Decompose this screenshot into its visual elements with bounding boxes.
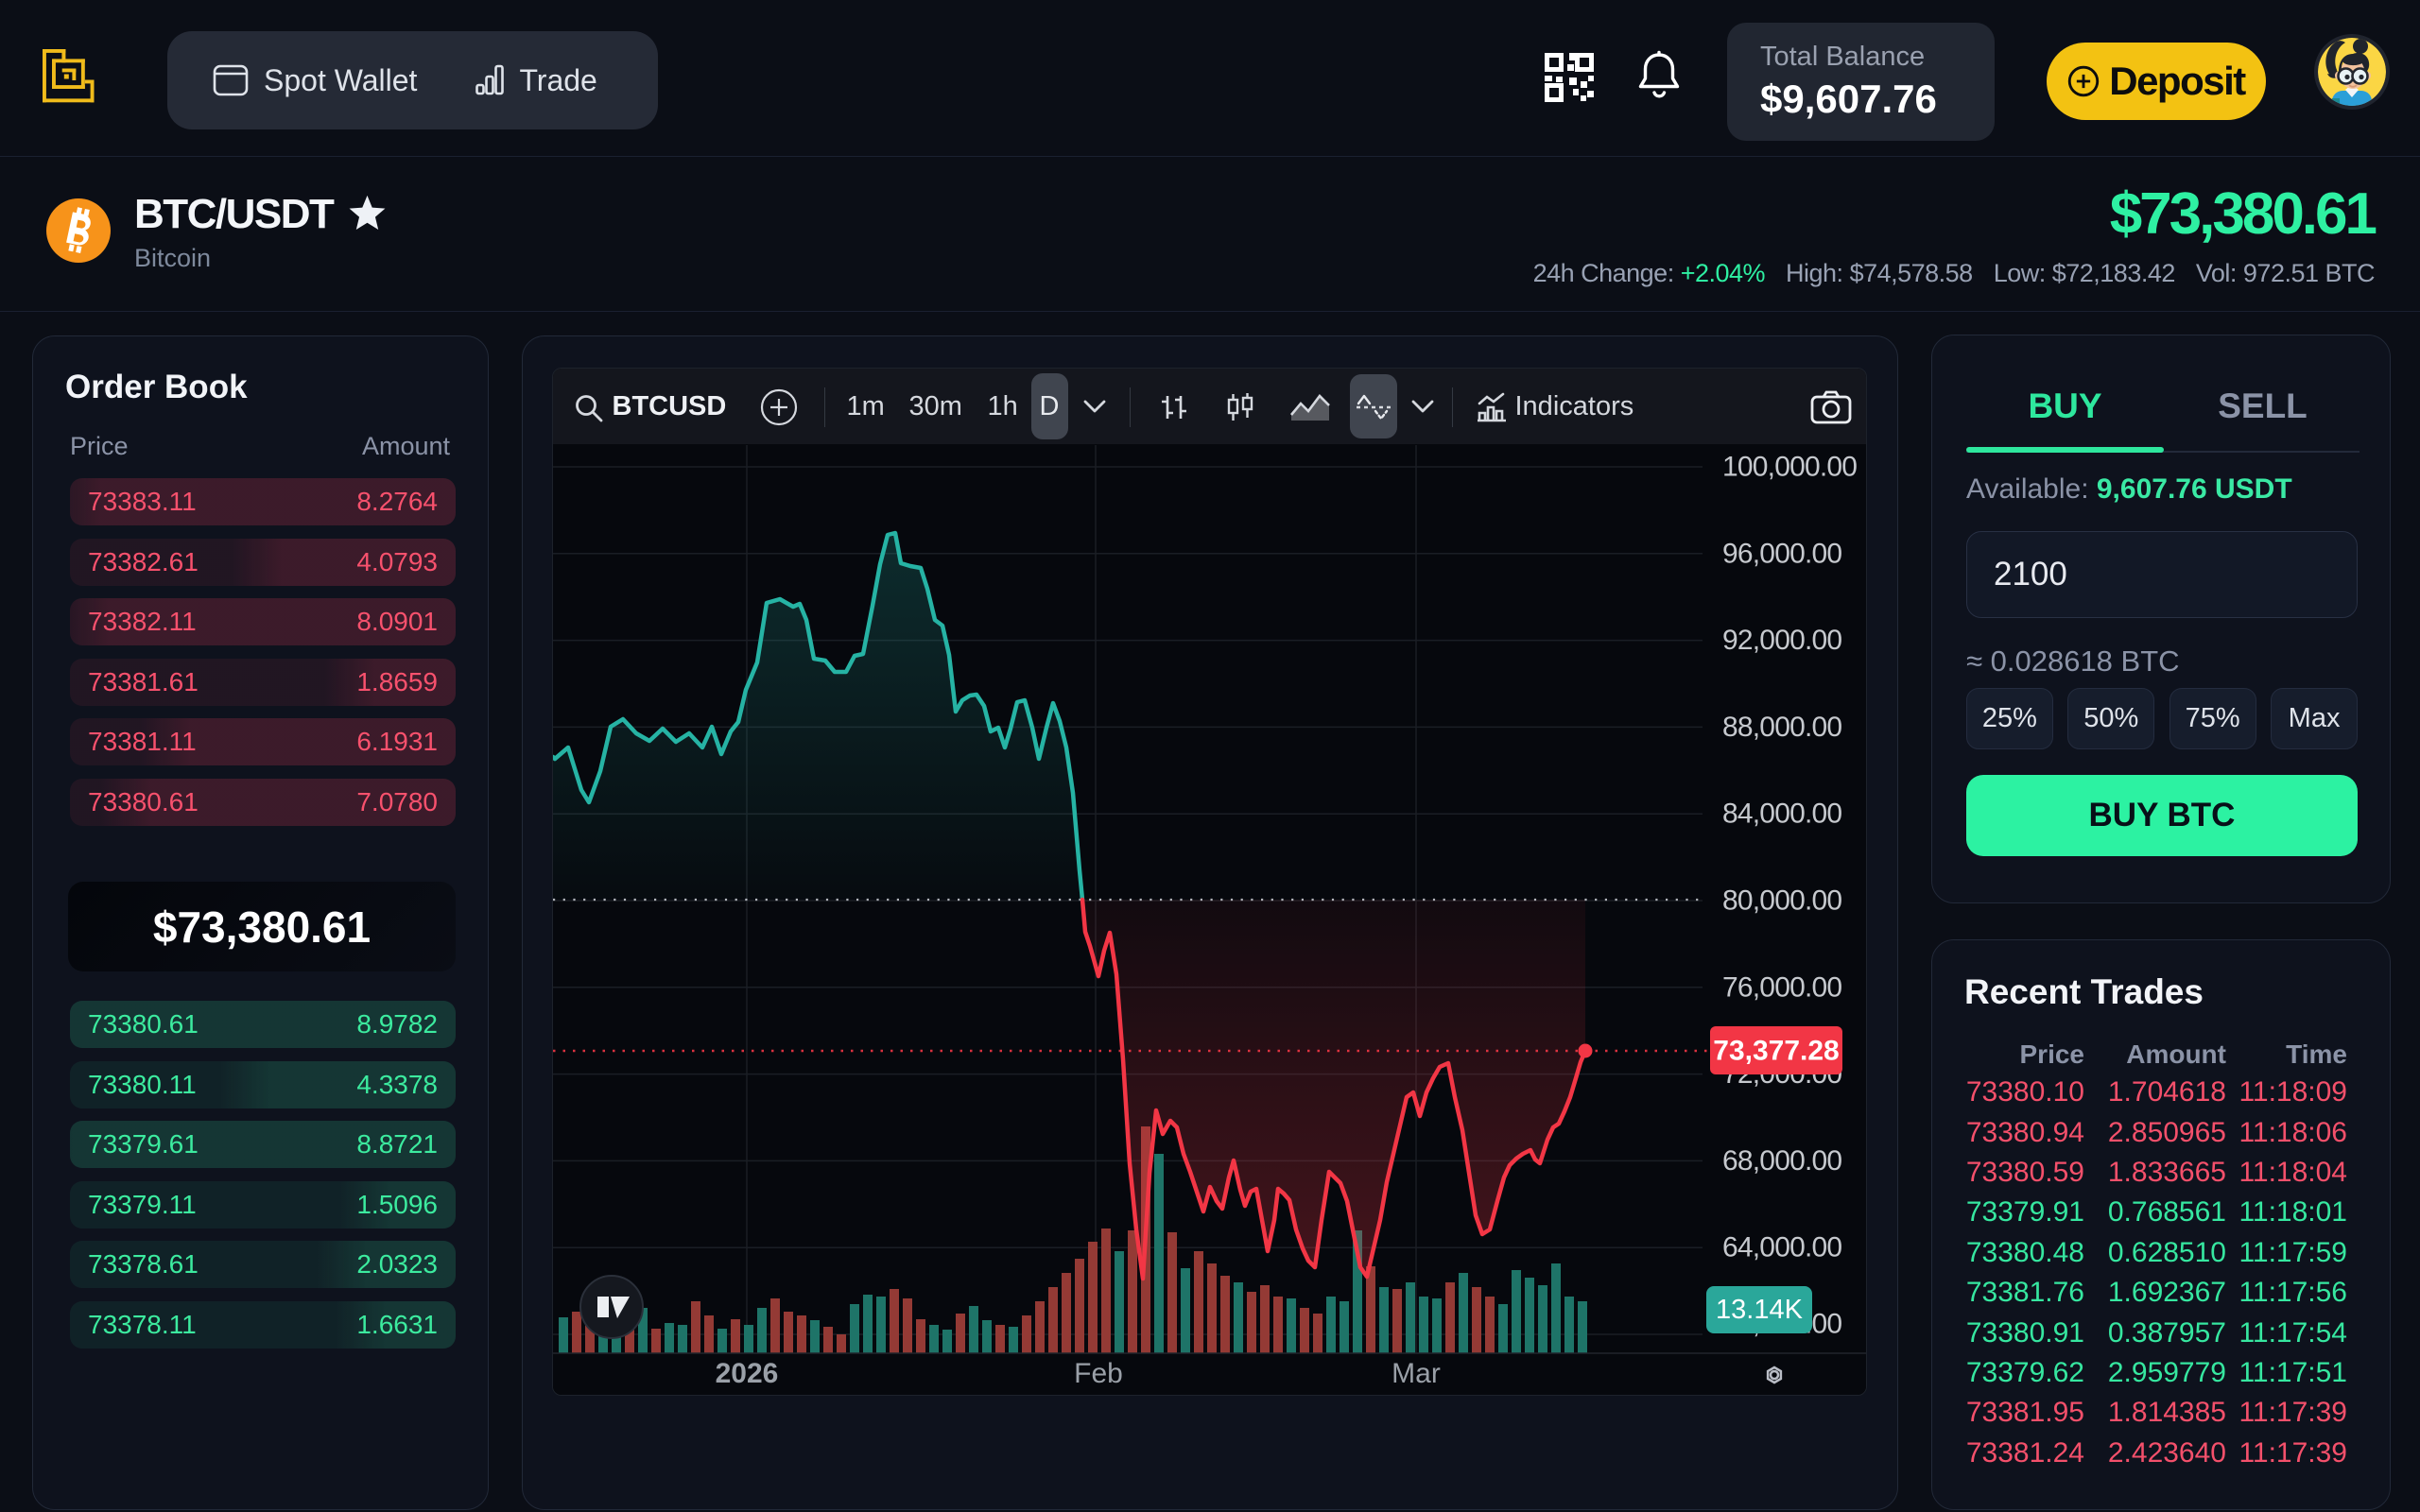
svg-text:96,000.00: 96,000.00 [1722, 538, 1841, 569]
svg-text:84,000.00: 84,000.00 [1722, 798, 1841, 829]
svg-text:80,000.00: 80,000.00 [1722, 885, 1841, 916]
svg-text:92,000.00: 92,000.00 [1722, 625, 1841, 656]
svg-text:73,377.28: 73,377.28 [1713, 1035, 1839, 1066]
svg-text:100,000.00: 100,000.00 [1722, 451, 1857, 482]
svg-text:64,000.00: 64,000.00 [1722, 1231, 1841, 1263]
svg-text:Feb: Feb [1074, 1358, 1123, 1389]
svg-text:68,000.00: 68,000.00 [1722, 1144, 1841, 1176]
svg-text:88,000.00: 88,000.00 [1722, 711, 1841, 742]
svg-text:Mar: Mar [1392, 1358, 1441, 1389]
svg-text:76,000.00: 76,000.00 [1722, 971, 1841, 1003]
svg-text:13.14K: 13.14K [1716, 1295, 1804, 1325]
svg-text:2026: 2026 [715, 1358, 778, 1389]
